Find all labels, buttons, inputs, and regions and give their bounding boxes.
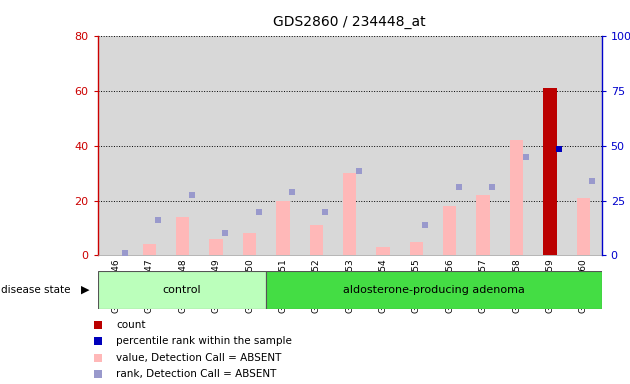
Bar <box>98 271 266 309</box>
Bar <box>309 225 323 255</box>
Bar <box>276 201 290 255</box>
Bar <box>410 242 423 255</box>
Text: value, Detection Call = ABSENT: value, Detection Call = ABSENT <box>116 353 282 363</box>
Text: percentile rank within the sample: percentile rank within the sample <box>116 336 292 346</box>
Bar <box>443 206 457 255</box>
Bar <box>476 195 490 255</box>
Bar <box>376 247 390 255</box>
Bar <box>143 245 156 255</box>
Text: count: count <box>116 320 146 330</box>
Bar <box>343 173 357 255</box>
Bar <box>209 239 223 255</box>
Text: GDS2860 / 234448_at: GDS2860 / 234448_at <box>273 15 426 29</box>
Bar <box>243 233 256 255</box>
Text: aldosterone-producing adenoma: aldosterone-producing adenoma <box>343 285 525 295</box>
Text: rank, Detection Call = ABSENT: rank, Detection Call = ABSENT <box>116 369 277 379</box>
Text: control: control <box>163 285 201 295</box>
Bar <box>543 88 556 255</box>
Bar <box>176 217 190 255</box>
Text: ▶: ▶ <box>81 285 89 295</box>
Bar <box>576 198 590 255</box>
Bar <box>510 141 523 255</box>
Text: disease state: disease state <box>1 285 71 295</box>
Bar <box>266 271 602 309</box>
